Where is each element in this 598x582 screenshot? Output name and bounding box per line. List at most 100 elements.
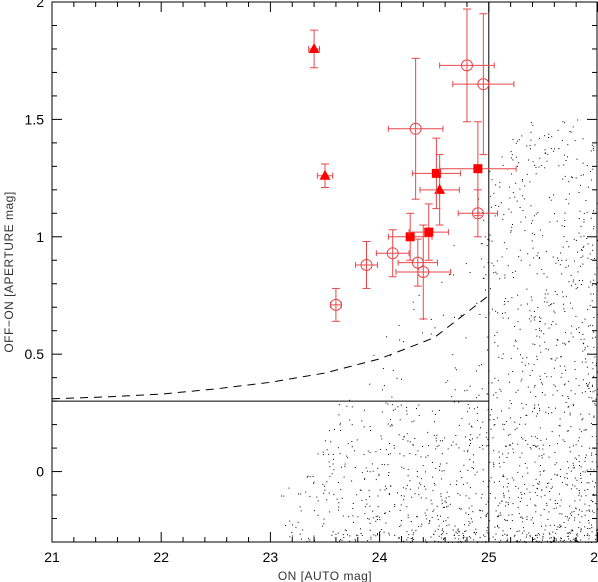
background-dot <box>581 249 583 251</box>
background-dot <box>595 482 596 484</box>
background-dot <box>592 362 594 364</box>
background-dot <box>511 514 513 516</box>
background-dot <box>317 514 319 516</box>
background-dot <box>487 336 489 338</box>
background-dot <box>580 257 582 258</box>
background-dot <box>477 406 478 408</box>
background-dot <box>574 538 576 540</box>
background-dot <box>552 540 554 542</box>
background-dot <box>563 164 565 166</box>
background-dot <box>530 519 532 521</box>
background-dot <box>543 301 545 303</box>
background-dot <box>379 516 380 518</box>
background-dot <box>512 138 514 140</box>
background-dot <box>511 477 513 479</box>
triangle-point <box>316 163 334 188</box>
background-dot <box>581 510 583 512</box>
background-dot <box>504 445 506 447</box>
background-dot <box>578 327 580 329</box>
background-dot <box>528 318 530 320</box>
background-dot <box>388 493 390 495</box>
background-dot <box>534 404 536 406</box>
background-dot <box>431 516 433 518</box>
background-dot <box>580 225 582 227</box>
background-dot <box>515 486 517 487</box>
background-dot <box>584 318 586 320</box>
background-dot <box>581 392 583 394</box>
background-dot <box>544 394 546 396</box>
background-dot <box>507 538 509 540</box>
background-dot <box>551 148 553 150</box>
background-dot <box>545 250 547 252</box>
background-dot <box>535 415 537 417</box>
background-dot <box>506 457 508 458</box>
background-dot <box>551 412 553 414</box>
background-dot <box>519 207 521 208</box>
background-dot <box>585 358 586 360</box>
background-dot <box>363 426 365 428</box>
background-dot <box>430 536 432 538</box>
background-dot <box>570 540 572 542</box>
background-dot <box>401 536 402 537</box>
background-dot <box>463 450 465 452</box>
background-dot <box>351 406 353 408</box>
background-dot <box>369 496 371 498</box>
background-dot <box>522 370 524 372</box>
background-dot <box>550 478 552 480</box>
background-dot <box>465 263 467 265</box>
background-dot <box>580 236 582 238</box>
background-dot <box>516 427 518 429</box>
background-dot <box>510 151 512 153</box>
background-dot <box>567 156 568 158</box>
background-dot <box>411 529 413 531</box>
background-dot <box>574 477 576 479</box>
background-dot <box>593 416 595 418</box>
background-dot <box>568 517 570 519</box>
background-dot <box>481 364 483 366</box>
background-dot <box>491 308 493 310</box>
background-dot <box>589 510 591 512</box>
background-dot <box>468 524 470 526</box>
background-dot <box>478 198 480 200</box>
background-dot <box>514 196 516 198</box>
background-dot <box>533 311 535 312</box>
background-dot <box>532 485 534 487</box>
background-dot <box>559 425 561 427</box>
background-dot <box>544 135 546 137</box>
background-dot <box>445 497 447 499</box>
background-dot <box>562 246 564 248</box>
background-dot <box>482 445 484 446</box>
background-dot <box>440 534 442 536</box>
background-dot <box>535 446 537 448</box>
background-dot <box>413 532 415 534</box>
triangle-marker <box>308 42 320 53</box>
background-dot <box>494 424 496 425</box>
background-dot <box>592 325 594 327</box>
background-dot <box>407 517 409 519</box>
background-dot <box>502 218 504 220</box>
background-dot <box>534 461 536 463</box>
background-dot <box>539 427 541 429</box>
background-dot <box>522 517 524 519</box>
background-dot <box>578 455 580 457</box>
background-dot <box>291 532 293 533</box>
background-dot <box>552 394 554 396</box>
background-dot <box>489 414 491 416</box>
background-dot <box>356 439 358 441</box>
background-dot <box>532 445 534 446</box>
background-dot <box>348 516 350 518</box>
background-dot <box>588 396 590 398</box>
background-dot <box>496 273 498 275</box>
background-dot <box>406 433 408 435</box>
background-dot <box>470 434 472 436</box>
background-dot <box>393 445 395 446</box>
background-dot <box>462 532 464 534</box>
background-dot <box>562 439 564 441</box>
background-dot <box>557 526 559 528</box>
background-dot <box>540 439 542 441</box>
background-dot <box>486 432 488 434</box>
background-dot <box>321 525 323 527</box>
background-dot <box>530 320 532 322</box>
background-dot <box>340 430 341 431</box>
